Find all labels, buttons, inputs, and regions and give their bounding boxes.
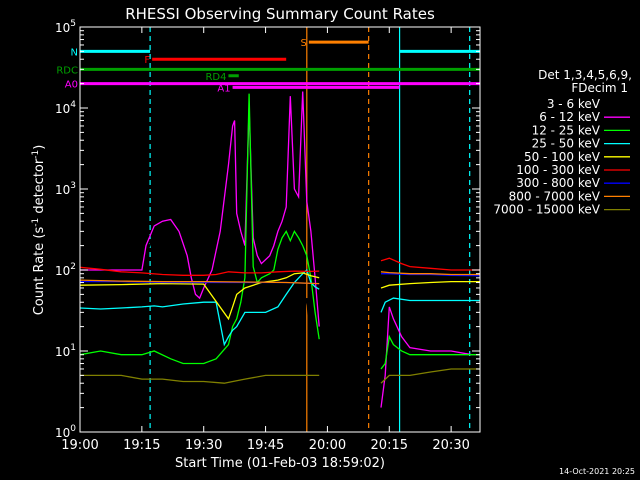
series-lines xyxy=(80,91,480,408)
x-axis-ticks: 19:00 19:15 19:30 19:45 20:00 20:15 20:30 xyxy=(61,27,470,453)
flag-label-s: S xyxy=(301,38,307,49)
y-tick-label-1e2: 102 xyxy=(55,262,76,278)
y-axis-label-sup2: -1 xyxy=(31,150,41,159)
series-line-50-100-kev xyxy=(80,272,320,321)
y-tick-label-1e1: 101 xyxy=(55,343,76,359)
legend-label-50-100-kev: 50 - 100 keV xyxy=(524,150,601,164)
x-axis-label: Start Time (01-Feb-03 18:59:02) xyxy=(175,456,385,471)
legend-label-300-800-kev: 300 - 800 keV xyxy=(516,176,600,190)
legend-label-25-50-kev: 25 - 50 keV xyxy=(532,137,601,151)
series-line-6-12-kev-after-gap xyxy=(380,306,480,408)
y-tick-label-1e3: 103 xyxy=(55,181,76,197)
flag-bars: N F S RDC RD4 A0 A1 xyxy=(56,38,480,94)
series-line-7000-15000-kev xyxy=(80,374,320,384)
series-line-100-300-kev-after-gap xyxy=(380,257,480,271)
y-axis-label-end: ) xyxy=(32,145,47,150)
plot-area: N F S RDC RD4 A0 A1 xyxy=(56,26,481,433)
flag-label-rd4: RD4 xyxy=(205,72,226,83)
legend-header-line-1: Det 1,3,4,5,6,9, xyxy=(538,68,632,82)
series-line-100-300-kev xyxy=(80,266,320,276)
series-line-800-7000-kev xyxy=(80,279,320,285)
x-tick-label-20-15: 20:15 xyxy=(371,438,408,453)
series-line-6-12-kev xyxy=(80,91,320,327)
legend-label-3-6-kev: 3 - 6 keV xyxy=(547,97,601,111)
y-axis-label: Count Rate (s-1 detector-1) xyxy=(31,145,47,316)
y-axis-ticks: 100 101 102 103 104 105 xyxy=(55,19,480,440)
y-tick-label-1e4: 104 xyxy=(55,100,76,116)
y-tick-label-1e0: 100 xyxy=(55,424,76,440)
x-tick-label-19-30: 19:30 xyxy=(185,438,222,453)
y-axis-label-main: Count Rate (s xyxy=(32,227,47,316)
vertical-markers xyxy=(149,27,471,432)
series-line-25-50-kev-after-gap xyxy=(380,297,480,313)
flag-label-rdc: RDC xyxy=(56,65,78,76)
series-line-7000-15000-kev-after-gap xyxy=(380,368,480,384)
x-tick-label-20-30: 20:30 xyxy=(432,438,469,453)
legend-label-100-300-kev: 100 - 300 keV xyxy=(516,163,600,177)
footer-date: 14-Oct-2021 20:25 xyxy=(559,467,635,476)
series-line-12-25-kev-after-gap xyxy=(380,334,480,370)
y-tick-label-1e5: 105 xyxy=(55,19,76,35)
x-tick-label-19-00: 19:00 xyxy=(61,438,98,453)
legend-header-line-2: FDecim 1 xyxy=(571,81,628,95)
legend-label-7000-15000-kev: 7000 - 15000 keV xyxy=(493,203,600,217)
series-line-50-100-kev-after-gap xyxy=(380,280,480,289)
legend-label-800-7000-kev: 800 - 7000 keV xyxy=(509,189,601,203)
flag-label-a1: A1 xyxy=(217,83,230,94)
series-line-3-6-kev xyxy=(80,132,320,394)
x-tick-label-20-00: 20:00 xyxy=(309,438,346,453)
series-line-300-800-kev-after-gap xyxy=(381,273,480,277)
y-axis-label-mid: detector xyxy=(32,158,47,218)
chart-title: RHESSI Observing Summary Count Rates xyxy=(125,5,435,23)
flag-label-f: F xyxy=(144,55,150,66)
series-line-12-25-kev xyxy=(80,93,320,365)
flag-label-n: N xyxy=(71,47,78,58)
series-line-800-7000-kev-after-gap xyxy=(380,271,480,276)
plot-frame xyxy=(79,26,481,433)
x-tick-label-19-45: 19:45 xyxy=(247,438,284,453)
legend-label-12-25-kev: 12 - 25 keV xyxy=(532,123,601,137)
y-axis-label-sup1: -1 xyxy=(31,218,41,227)
legend-label-6-12-kev: 6 - 12 keV xyxy=(539,110,601,124)
flag-label-a0: A0 xyxy=(65,80,78,91)
x-tick-label-19-15: 19:15 xyxy=(123,438,160,453)
